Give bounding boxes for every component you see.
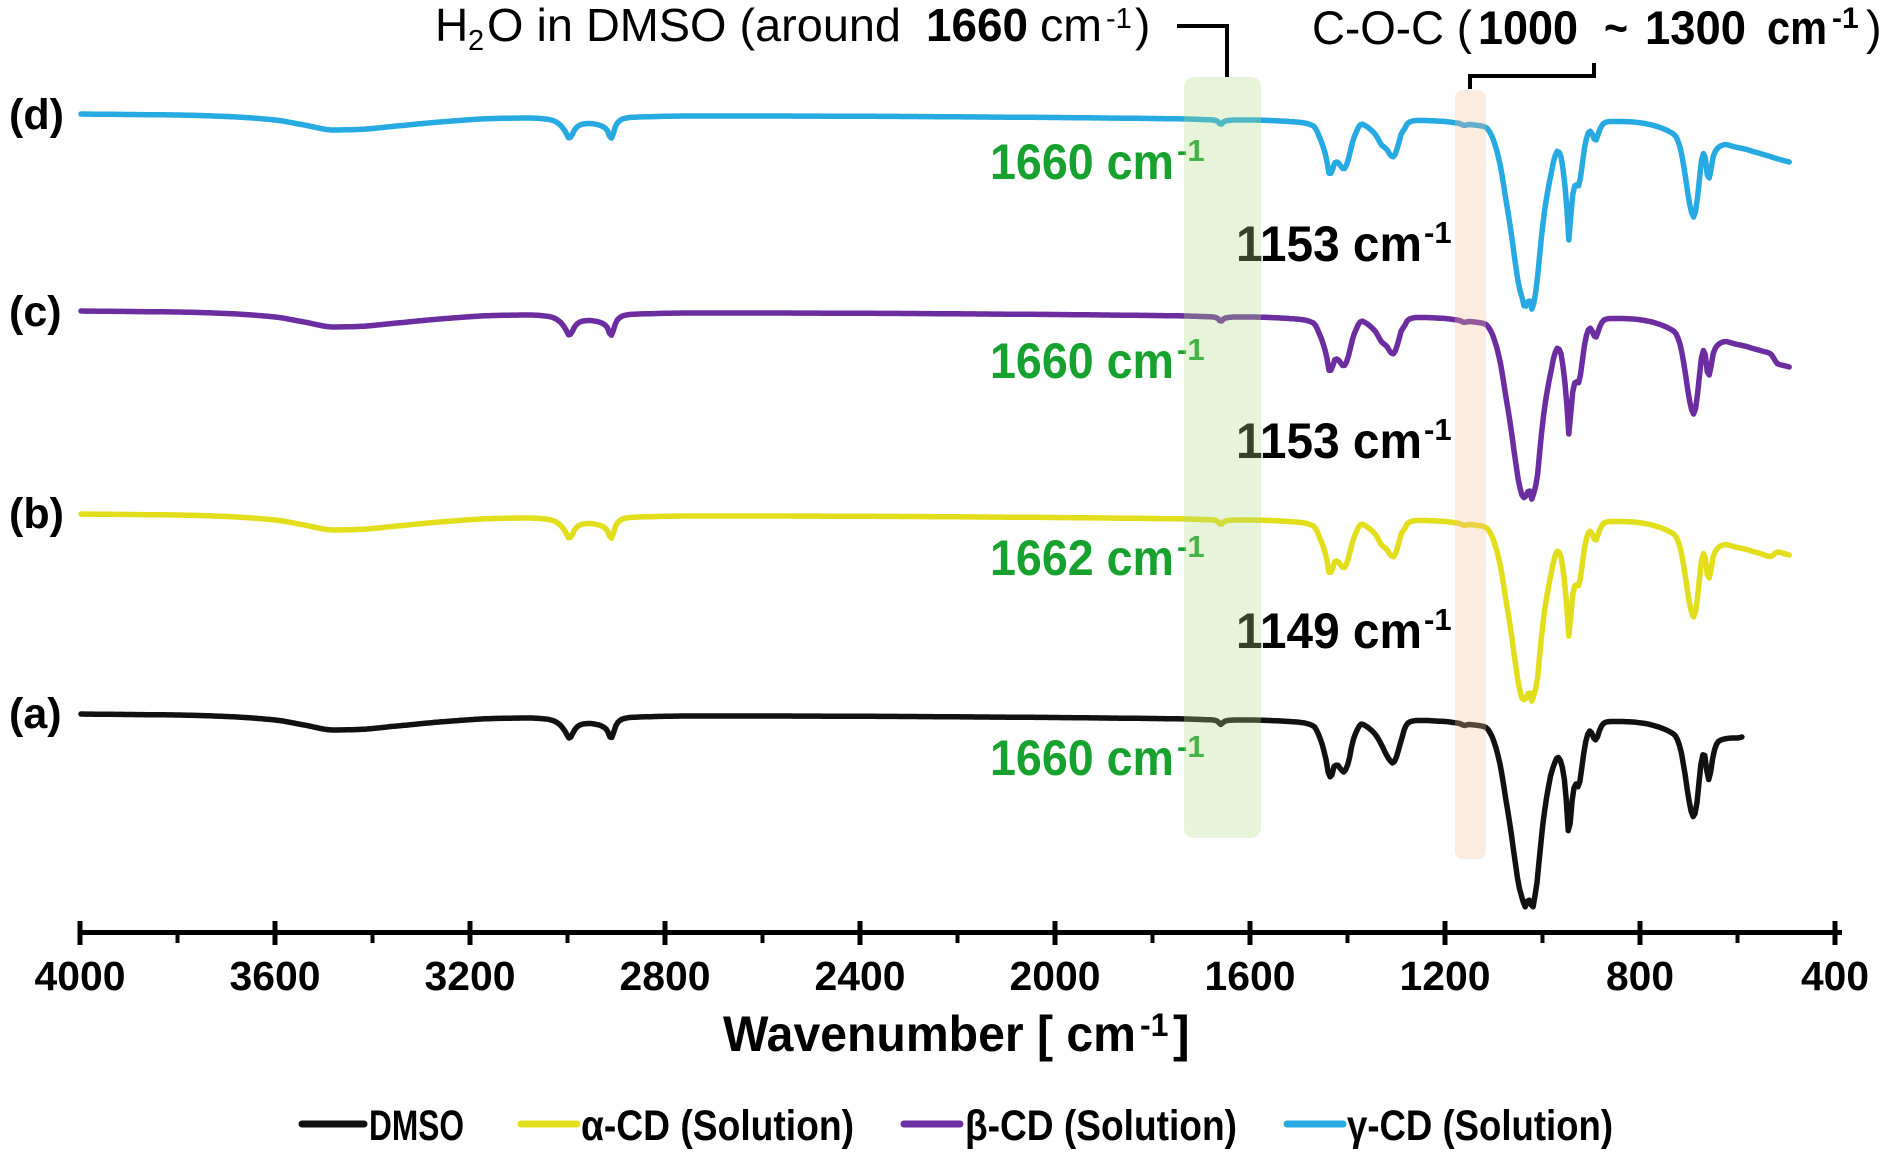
svg-text:1662 cm: 1662 cm [990,530,1174,586]
svg-text:3200: 3200 [425,953,516,999]
svg-text:γ-CD (Solution): γ-CD (Solution) [1347,1102,1613,1150]
svg-text:cm: cm [1767,1,1827,54]
svg-text:4000: 4000 [35,953,126,999]
svg-text:2800: 2800 [620,953,711,999]
svg-text:3600: 3600 [230,953,321,999]
svg-text:1153 cm: 1153 cm [1236,413,1422,469]
svg-text:-1: -1 [1140,1007,1168,1043]
svg-text:Wavenumber [ cm: Wavenumber [ cm [723,1006,1136,1062]
svg-text:-1: -1 [1177,332,1205,367]
svg-text:C-O-C (: C-O-C ( [1312,1,1472,54]
svg-text:400: 400 [1801,953,1869,999]
svg-text:1300: 1300 [1645,1,1746,54]
svg-text:O in DMSO (around: O in DMSO (around [487,0,901,51]
svg-text:1000: 1000 [1478,1,1578,54]
svg-text:800: 800 [1606,953,1674,999]
svg-text:~: ~ [1604,1,1628,54]
svg-text:α-CD (Solution): α-CD (Solution) [581,1102,854,1150]
svg-text:-1: -1 [1424,215,1452,250]
svg-text:(b): (b) [9,490,64,538]
svg-text:1660 cm: 1660 cm [990,134,1174,190]
svg-text:]: ] [1173,1006,1190,1062]
svg-text:DMSO: DMSO [369,1102,464,1150]
svg-text:-1: -1 [1177,133,1205,168]
svg-text:): ) [1866,1,1882,54]
svg-text:1149 cm: 1149 cm [1236,603,1422,659]
svg-text:-1: -1 [1106,3,1132,35]
svg-text:1153 cm: 1153 cm [1236,216,1422,272]
svg-text:cm: cm [1040,0,1102,51]
svg-text:2000: 2000 [1010,953,1101,999]
svg-text:-1: -1 [1177,729,1205,764]
svg-text:1200: 1200 [1400,953,1491,999]
svg-text:(a): (a) [9,690,62,738]
svg-text:-1: -1 [1832,2,1859,35]
svg-text:1660: 1660 [926,0,1028,51]
svg-text:-1: -1 [1424,602,1452,637]
svg-text:1660 cm: 1660 cm [990,730,1174,786]
svg-text:): ) [1135,0,1150,51]
svg-text:-1: -1 [1424,412,1452,447]
svg-text:1660 cm: 1660 cm [990,333,1174,389]
svg-text:2: 2 [468,25,484,57]
svg-text:1600: 1600 [1205,953,1296,999]
svg-text:β-CD (Solution): β-CD (Solution) [965,1102,1237,1150]
svg-text:H: H [435,0,468,51]
svg-text:2400: 2400 [815,953,906,999]
svg-text:-1: -1 [1177,529,1205,564]
svg-text:(c): (c) [9,288,62,336]
svg-text:(d): (d) [9,91,64,139]
